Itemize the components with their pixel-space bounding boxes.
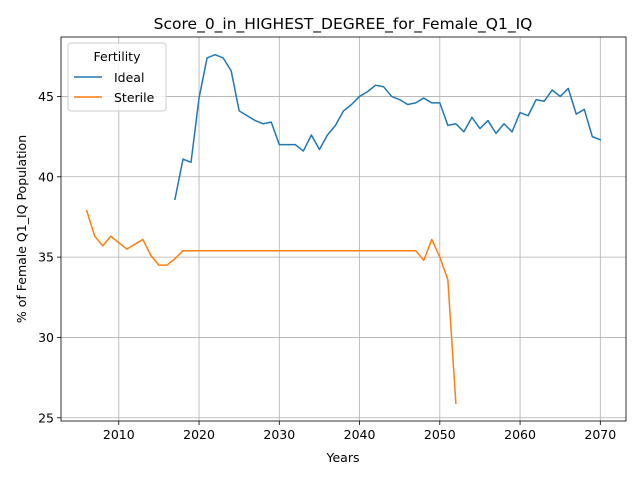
y-tick-label: 40 xyxy=(38,169,54,184)
chart-title: Score_0_in_HIGHEST_DEGREE_for_Female_Q1_… xyxy=(154,15,533,34)
x-tick-label: 2050 xyxy=(424,427,456,442)
y-axis-label: % of Female Q1_IQ Population xyxy=(14,135,29,323)
y-tick-label: 45 xyxy=(38,89,54,104)
x-tick-label: 2070 xyxy=(584,427,616,442)
x-tick-label: 2020 xyxy=(183,427,215,442)
x-tick-label: 2040 xyxy=(344,427,376,442)
x-axis-ticks: 2010 2020 2030 2040 2050 2060 2070 xyxy=(103,421,616,442)
x-tick-label: 2010 xyxy=(103,427,135,442)
legend-title: Fertility xyxy=(94,49,142,64)
series-line-sterile xyxy=(85,209,457,405)
y-axis-ticks: 25 30 35 40 45 xyxy=(38,89,61,425)
y-tick-label: 35 xyxy=(38,250,54,265)
series-line-ideal xyxy=(174,53,602,201)
x-axis-label: Years xyxy=(326,450,360,465)
series-lines xyxy=(85,53,602,405)
grid-lines xyxy=(61,37,626,421)
legend-label-sterile: Sterile xyxy=(114,90,155,105)
legend-box xyxy=(67,42,167,112)
y-tick-label: 30 xyxy=(38,330,54,345)
legend: Fertility Ideal Sterile xyxy=(67,42,167,112)
x-tick-label: 2060 xyxy=(504,427,536,442)
plot-frame xyxy=(60,36,627,422)
x-tick-label: 2030 xyxy=(263,427,295,442)
y-tick-label: 25 xyxy=(38,410,54,425)
legend-label-ideal: Ideal xyxy=(114,70,144,85)
